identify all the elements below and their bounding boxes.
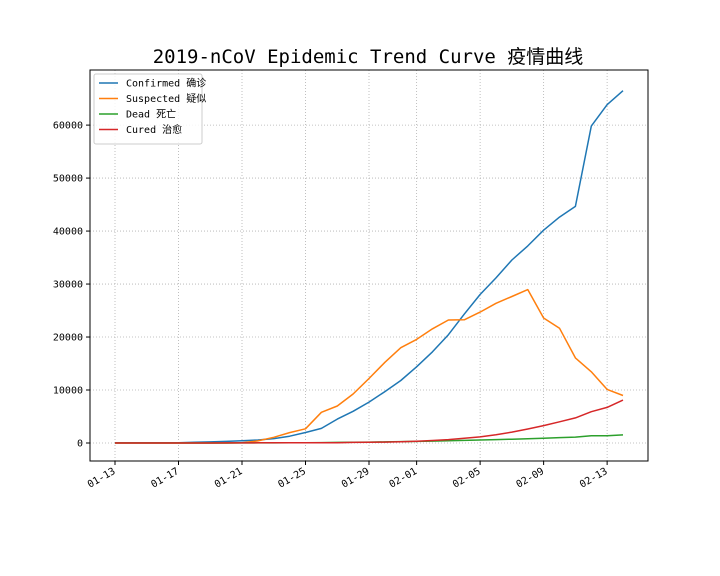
y-tick-label: 30000 (53, 280, 83, 291)
y-tick-label: 40000 (53, 227, 83, 238)
x-tick-label: 01-21 (213, 466, 245, 491)
x-tick-label: 02-09 (515, 466, 547, 491)
legend: Confirmed 确诊 Suspected 疑似 Dead 死亡 Cured 治愈 (93, 73, 206, 145)
y-axis: 0 10000 20000 30000 40000 50000 60000 (53, 121, 90, 449)
plot-lines (115, 90, 624, 444)
legend-label: Dead 死亡 (126, 108, 176, 121)
y-tick-label: 10000 (53, 386, 83, 397)
legend-label: Confirmed 确诊 (126, 77, 206, 90)
chart-title: 2019-nCoV Epidemic Trend Curve 疫情曲线 (153, 46, 584, 68)
y-tick-label: 20000 (53, 333, 83, 344)
x-tick-label: 01-17 (149, 466, 181, 491)
x-tick-label: 01-29 (340, 466, 372, 491)
legend-label: Suspected 疑似 (126, 93, 206, 105)
legend-box (93, 73, 203, 145)
legend-label: Cured 治愈 (126, 123, 182, 136)
series-line (115, 90, 624, 444)
y-tick-label: 50000 (53, 174, 83, 185)
y-tick-label: 0 (77, 438, 83, 449)
series-line (115, 399, 624, 444)
x-tick-label: 01-25 (276, 466, 308, 491)
x-axis: 01-13 01-17 01-21 01-25 01-29 02-01 02-05 02-09… (86, 461, 610, 491)
y-tick-label: 60000 (53, 121, 83, 132)
x-tick-label: 02-01 (388, 466, 420, 491)
x-tick-label: 01-13 (86, 466, 118, 491)
series-line (115, 288, 624, 444)
x-tick-label: 02-13 (578, 466, 610, 491)
x-tick-label: 02-05 (451, 466, 483, 491)
